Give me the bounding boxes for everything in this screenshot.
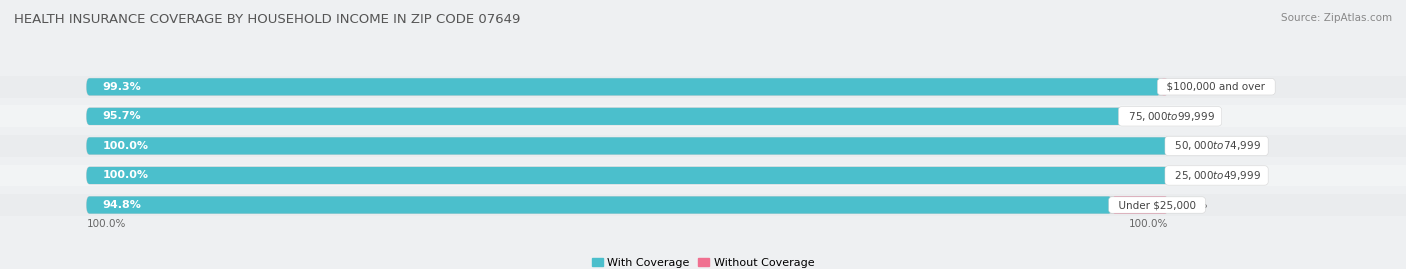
Text: 100.0%: 100.0% [1129,219,1168,229]
Text: 99.3%: 99.3% [103,82,142,92]
FancyBboxPatch shape [87,78,1160,95]
FancyBboxPatch shape [0,194,1406,216]
FancyBboxPatch shape [0,165,1406,186]
FancyBboxPatch shape [1160,78,1168,95]
FancyBboxPatch shape [0,135,1406,157]
FancyBboxPatch shape [87,78,1168,95]
Text: 100.0%: 100.0% [103,171,149,180]
FancyBboxPatch shape [0,105,1406,127]
Text: HEALTH INSURANCE COVERAGE BY HOUSEHOLD INCOME IN ZIP CODE 07649: HEALTH INSURANCE COVERAGE BY HOUSEHOLD I… [14,13,520,26]
FancyBboxPatch shape [1112,196,1168,214]
FancyBboxPatch shape [87,137,1168,154]
Text: 0.0%: 0.0% [1189,171,1218,180]
Text: 94.8%: 94.8% [103,200,142,210]
Text: 100.0%: 100.0% [103,141,149,151]
FancyBboxPatch shape [87,137,1168,154]
Text: $75,000 to $99,999: $75,000 to $99,999 [1122,110,1219,123]
Text: 0.0%: 0.0% [1189,141,1218,151]
Text: $50,000 to $74,999: $50,000 to $74,999 [1168,139,1265,153]
Legend: With Coverage, Without Coverage: With Coverage, Without Coverage [592,258,814,268]
FancyBboxPatch shape [87,167,1168,184]
Text: 4.4%: 4.4% [1180,111,1209,121]
FancyBboxPatch shape [0,76,1406,98]
Text: Under $25,000: Under $25,000 [1112,200,1202,210]
FancyBboxPatch shape [87,196,1168,214]
FancyBboxPatch shape [87,196,1112,214]
FancyBboxPatch shape [87,108,1168,125]
FancyBboxPatch shape [87,108,1122,125]
Text: 95.7%: 95.7% [103,111,142,121]
Text: $25,000 to $49,999: $25,000 to $49,999 [1168,169,1265,182]
Text: 5.2%: 5.2% [1178,200,1208,210]
Text: 100.0%: 100.0% [87,219,127,229]
Text: 0.68%: 0.68% [1178,82,1213,92]
FancyBboxPatch shape [87,167,1168,184]
FancyBboxPatch shape [1122,108,1170,125]
Text: $100,000 and over: $100,000 and over [1160,82,1272,92]
Text: Source: ZipAtlas.com: Source: ZipAtlas.com [1281,13,1392,23]
